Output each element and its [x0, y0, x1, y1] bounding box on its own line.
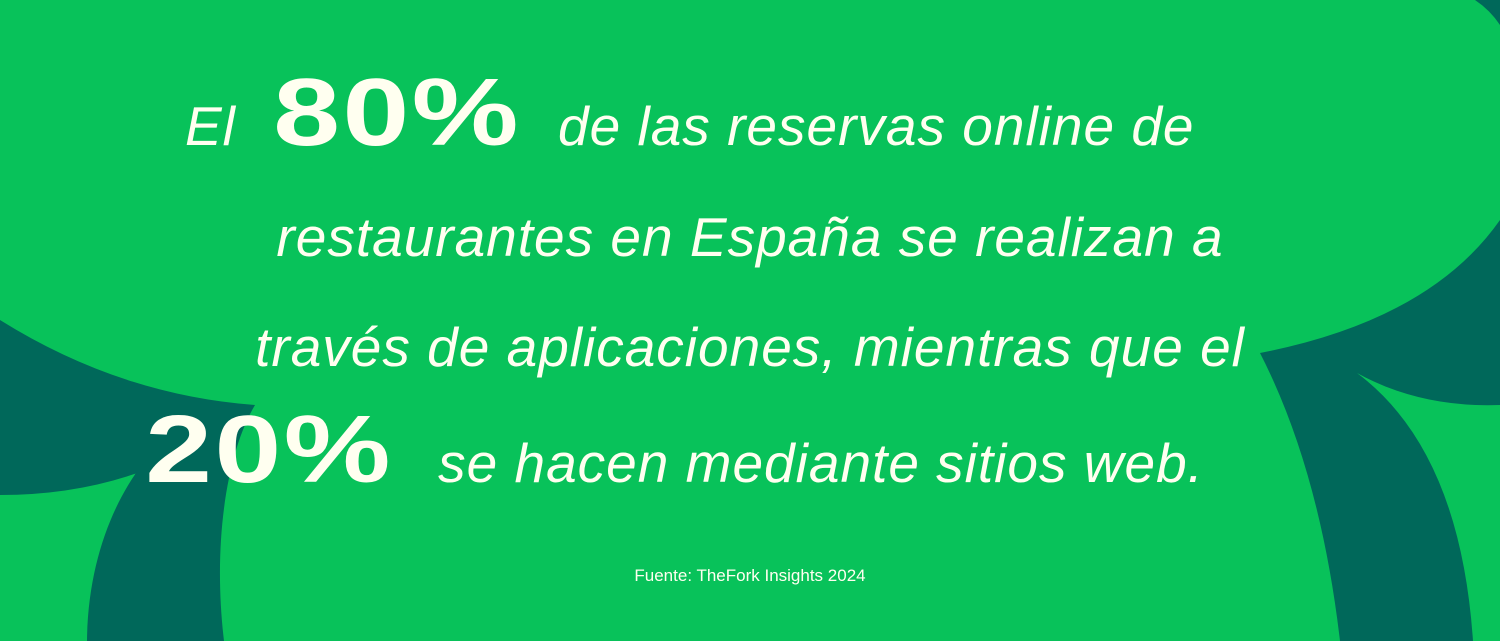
stat-secondary: 20% — [145, 396, 393, 503]
headline-line-4-suffix: se hacen mediante sitios web. — [438, 432, 1204, 494]
source-caption: Fuente: TheFork Insights 2024 — [634, 566, 866, 585]
dark-shape-left — [0, 320, 255, 495]
dark-corner-top-right — [1475, 0, 1500, 25]
headline-prefix: El — [185, 95, 236, 157]
dark-arc-bottom-left — [87, 405, 255, 641]
headline-line-3-text: través de aplicaciones, mientras que el — [255, 316, 1245, 378]
dark-shape-right — [1260, 220, 1500, 641]
headline-line-3: través de aplicaciones, mientras que el — [0, 315, 1500, 379]
headline-line-2: restaurantes en España se realizan a — [0, 205, 1500, 269]
headline-line-1: El 80% de las reservas online de — [0, 58, 1500, 168]
stat-primary: 80% — [273, 59, 521, 166]
headline-line-4: 20% se hacen mediante sitios web. — [0, 395, 1500, 505]
headline-line-1-suffix: de las reservas online de — [558, 95, 1195, 157]
headline-line-2-text: restaurantes en España se realizan a — [276, 206, 1224, 268]
